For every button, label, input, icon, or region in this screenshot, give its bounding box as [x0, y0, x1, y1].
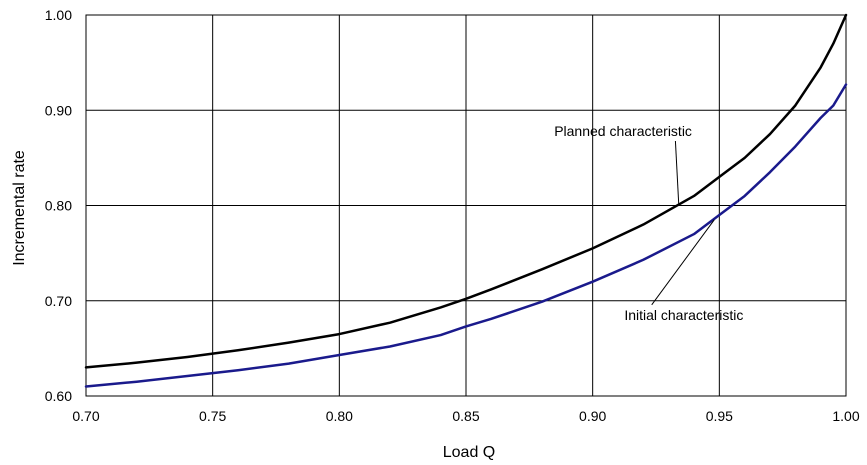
initial-characteristic-label: Initial characteristic: [624, 307, 743, 323]
y-tick-label: 1.00: [45, 7, 72, 23]
x-tick-label: 0.85: [452, 408, 479, 424]
annotation-texts: Planned characteristic Initial characteri…: [554, 123, 743, 323]
y-tick-label: 0.70: [45, 293, 72, 309]
x-axis-label: Load Q: [443, 444, 495, 461]
planned-characteristic-leader-line: [674, 140, 680, 206]
annotation-lines: [651, 140, 715, 306]
x-tick-label: 1.00: [832, 408, 859, 424]
x-axis-ticks: 0.70 0.75 0.80 0.85 0.90 0.95 1.00: [72, 408, 859, 424]
y-tick-label: 0.80: [45, 198, 72, 214]
x-tick-label: 0.70: [72, 408, 99, 424]
y-tick-label: 0.60: [45, 388, 72, 404]
y-axis-ticks: 0.60 0.70 0.80 0.90 1.00: [45, 7, 72, 404]
y-tick-label: 0.90: [45, 102, 72, 118]
x-tick-label: 0.90: [579, 408, 606, 424]
x-tick-label: 0.80: [326, 408, 353, 424]
y-axis-label: Incremental rate: [11, 150, 28, 266]
series-lines: [84, 13, 848, 388]
initial-characteristic-line: [84, 83, 848, 388]
x-tick-label: 0.95: [706, 408, 733, 424]
grid-lines: [85, 14, 847, 397]
planned-characteristic-label: Planned characteristic: [554, 123, 692, 139]
x-tick-label: 0.75: [199, 408, 226, 424]
initial-characteristic-leader-line: [651, 219, 715, 306]
planned-characteristic-line: [84, 13, 848, 369]
